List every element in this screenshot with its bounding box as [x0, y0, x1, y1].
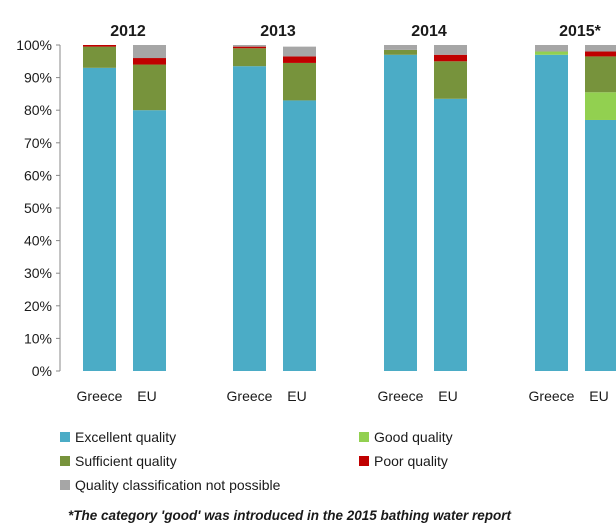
- y-tick-label: 50%: [24, 200, 52, 216]
- group-title: 2012: [110, 23, 146, 40]
- y-tick-label: 80%: [24, 102, 52, 118]
- x-tick-label: Greece: [529, 388, 575, 404]
- bar-segment: [384, 54, 417, 371]
- x-tick-label: EU: [589, 388, 608, 404]
- x-tick-label: EU: [287, 388, 306, 404]
- bar-segment: [384, 45, 417, 50]
- footnote: *The category 'good' was introduced in t…: [68, 508, 511, 523]
- bar-segment: [233, 48, 266, 67]
- x-tick-label: Greece: [77, 388, 123, 404]
- legend-label-sufficient: Sufficient quality: [75, 453, 177, 469]
- bar-segment: [133, 110, 166, 371]
- bar-segment: [535, 54, 568, 371]
- bar-segment: [233, 66, 266, 371]
- legend-swatch-poor: [359, 456, 369, 466]
- legend-swatch-not-possible: [60, 480, 70, 490]
- bar-segment: [585, 45, 616, 52]
- y-tick-label: 40%: [24, 233, 52, 249]
- legend-swatch-good: [359, 432, 369, 442]
- bar-segment: [283, 56, 316, 63]
- legend-item-not-possible: Quality classification not possible: [60, 477, 280, 493]
- bar-segment: [434, 45, 467, 55]
- bar-segment: [83, 67, 116, 371]
- bar-segment: [585, 56, 616, 93]
- group-title: 2015*: [559, 23, 602, 40]
- y-tick-label: 60%: [24, 167, 52, 183]
- y-tick-label: 70%: [24, 135, 52, 151]
- bar-segment: [535, 51, 568, 55]
- bar-segment: [384, 49, 417, 55]
- bar-segment: [585, 119, 616, 371]
- legend-swatch-sufficient: [60, 456, 70, 466]
- y-tick-label: 10%: [24, 330, 52, 346]
- legend-label-poor: Poor quality: [374, 453, 448, 469]
- bar-segment: [434, 98, 467, 371]
- y-tick-label: 0%: [32, 363, 52, 379]
- group-title: 2013: [260, 23, 296, 40]
- legend-item-poor: Poor quality: [359, 453, 448, 469]
- y-tick-label: 20%: [24, 298, 52, 314]
- bar-segment: [133, 64, 166, 111]
- x-tick-label: Greece: [378, 388, 424, 404]
- bar-segment: [535, 45, 568, 52]
- legend-swatch-excellent: [60, 432, 70, 442]
- x-tick-label: EU: [438, 388, 457, 404]
- group-title: 2014: [411, 23, 447, 40]
- bar-segment: [83, 46, 116, 68]
- bar-segment: [585, 92, 616, 120]
- bar-segment: [83, 45, 116, 47]
- y-tick-label: 100%: [16, 37, 52, 53]
- bar-segment: [434, 54, 467, 62]
- bar-segment: [133, 58, 166, 65]
- bar-segment: [283, 46, 316, 57]
- y-tick-label: 90%: [24, 70, 52, 86]
- legend-item-excellent: Excellent quality: [60, 429, 176, 445]
- legend-label-not-possible: Quality classification not possible: [75, 477, 281, 493]
- x-tick-label: EU: [137, 388, 156, 404]
- bar-segment: [283, 100, 316, 372]
- bar-segment: [283, 62, 316, 101]
- bar-segment: [434, 61, 467, 99]
- x-tick-label: Greece: [227, 388, 273, 404]
- bar-segment: [133, 45, 166, 59]
- bar-segment: [233, 46, 266, 49]
- bar-segment: [233, 45, 266, 47]
- y-tick-label: 30%: [24, 265, 52, 281]
- legend-item-good: Good quality: [359, 429, 453, 445]
- legend-label-excellent: Excellent quality: [75, 429, 177, 445]
- bar-segment: [585, 51, 616, 57]
- legend-label-good: Good quality: [374, 429, 453, 445]
- legend-item-sufficient: Sufficient quality: [60, 453, 177, 469]
